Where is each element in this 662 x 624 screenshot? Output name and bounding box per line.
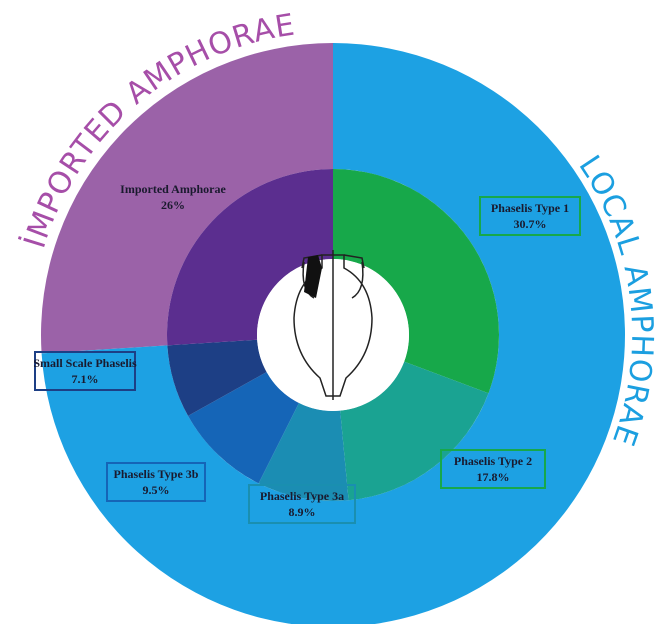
slice-value: 7.1% bbox=[72, 372, 99, 386]
outer-slice bbox=[40, 43, 333, 354]
rings bbox=[40, 43, 625, 624]
slice-label: Phaselis Type 3b bbox=[114, 467, 199, 481]
amphora-profile bbox=[304, 255, 322, 298]
slice-label: Phaselis Type 1 bbox=[491, 201, 569, 215]
slice-value: 26% bbox=[161, 198, 185, 212]
outer-slice bbox=[41, 43, 625, 624]
slice-label: Phaselis Type 2 bbox=[454, 454, 532, 468]
slice-value: 9.5% bbox=[143, 483, 170, 497]
inner-slice bbox=[188, 372, 299, 484]
inner-slice bbox=[258, 402, 349, 501]
amphora-icon bbox=[293, 250, 373, 400]
slice-label: Imported Amphorae bbox=[120, 182, 226, 196]
label-box bbox=[248, 484, 356, 524]
inner-slice bbox=[167, 339, 267, 416]
label-box bbox=[34, 351, 136, 391]
slice-label: Small Scale Phaselis bbox=[33, 356, 137, 370]
slice-label: Phaselis Type 3a bbox=[260, 489, 344, 503]
label-box bbox=[106, 462, 206, 502]
label-box bbox=[440, 449, 546, 489]
slice-value: 17.8% bbox=[477, 470, 510, 484]
inner-slice bbox=[340, 361, 489, 501]
slice-value: 30.7% bbox=[514, 217, 547, 231]
inner-slice bbox=[166, 169, 333, 346]
labels: Phaselis Type 1 30.7% Phaselis Type 2 17.8%… bbox=[33, 182, 581, 524]
inner-slice bbox=[333, 169, 499, 394]
slice-value: 8.9% bbox=[289, 505, 316, 519]
label-box bbox=[479, 196, 581, 236]
